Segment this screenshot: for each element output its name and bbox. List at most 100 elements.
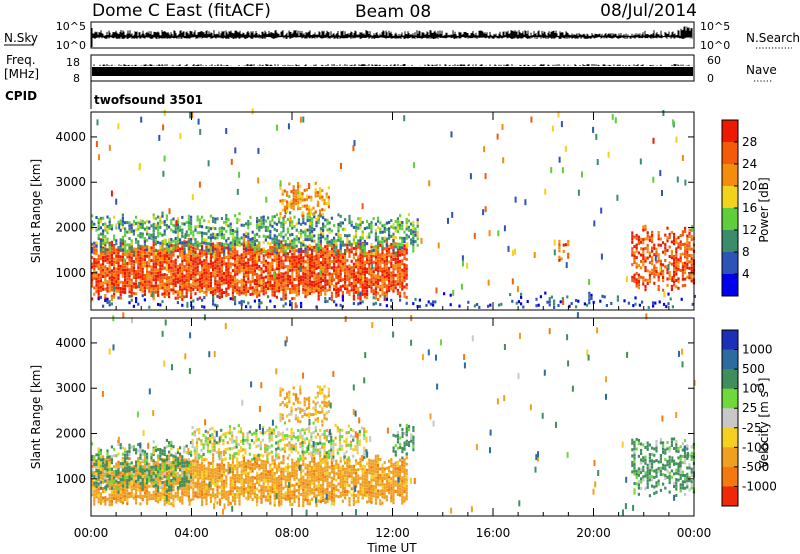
heatmap-cell [205, 473, 208, 477]
heatmap-cell [218, 280, 221, 284]
heatmap-cell [165, 217, 168, 221]
heatmap-cell [165, 280, 168, 284]
heatmap-cell [672, 119, 675, 126]
heatmap-cell [227, 465, 230, 469]
heatmap-cell [238, 258, 241, 261]
heatmap-cell [132, 263, 135, 267]
heatmap-cell [187, 214, 190, 218]
heatmap-cell [273, 462, 276, 466]
heatmap-cell [385, 221, 388, 225]
heatmap-cell [258, 222, 261, 226]
heatmap-cell [176, 223, 179, 227]
heatmap-cell [461, 255, 464, 262]
heatmap-cell [653, 246, 656, 250]
heatmap-cell [128, 227, 131, 231]
heatmap-cell [132, 276, 135, 279]
heatmap-cell [271, 261, 274, 265]
heatmap-cell [269, 230, 272, 233]
heatmap-cell [225, 294, 228, 297]
heatmap-cell [295, 463, 298, 467]
heatmap-cell [359, 266, 362, 269]
heatmap-cell [401, 268, 404, 272]
heatmap-cell [390, 255, 393, 259]
heatmap-cell [352, 235, 355, 239]
heatmap-cell [293, 487, 296, 491]
heatmap-cell [163, 292, 166, 295]
heatmap-cell [314, 194, 317, 198]
heatmap-cell [130, 298, 133, 302]
heatmap-cell [311, 274, 314, 278]
heatmap-cell [176, 242, 179, 246]
heatmap-cell [388, 227, 391, 231]
heatmap-cell [251, 279, 254, 283]
heatmap-cell [596, 159, 599, 165]
heatmap-cell [388, 273, 391, 277]
heatmap-cell [97, 254, 100, 258]
heatmap-cell [205, 467, 208, 471]
heatmap-cell [344, 277, 347, 281]
heatmap-cell [291, 255, 294, 259]
heatmap-cell [301, 195, 304, 199]
heatmap-cell [651, 268, 654, 272]
heatmap-cell [297, 289, 300, 293]
heatmap-cell [209, 477, 212, 481]
heatmap-cell [348, 214, 351, 218]
heatmap-cell [304, 463, 307, 467]
heatmap-cell [201, 254, 204, 258]
heatmap-cell [209, 468, 212, 472]
heatmap-cell [240, 262, 243, 266]
heatmap-cell [207, 490, 210, 494]
heatmap-cell [148, 484, 151, 488]
heatmap-cell [104, 259, 107, 263]
heatmap-cell [264, 479, 267, 483]
heatmap-cell [352, 265, 355, 269]
heatmap-cell [179, 486, 182, 490]
heatmap-cell [399, 279, 402, 282]
heatmap-cell [214, 291, 217, 295]
heatmap-cell [302, 265, 305, 269]
heatmap-cell [117, 495, 120, 499]
heatmap-cell [311, 252, 314, 256]
heatmap-cell [377, 244, 380, 247]
heatmap-cell [284, 280, 287, 284]
heatmap-cell [119, 219, 122, 223]
heatmap-cell [108, 144, 111, 151]
heatmap-cell [236, 266, 239, 270]
heatmap-cell [631, 240, 634, 244]
heatmap-cell [108, 249, 111, 253]
heatmap-cell [205, 476, 208, 480]
heatmap-cell [209, 487, 212, 491]
heatmap-cell [242, 244, 245, 247]
heatmap-cell [170, 263, 173, 266]
heatmap-cell [97, 267, 100, 271]
heatmap-cell [256, 254, 258, 261]
heatmap-cell [292, 204, 295, 208]
heatmap-cell [146, 501, 149, 505]
heatmap-cell [315, 257, 318, 261]
heatmap-cell [655, 266, 658, 270]
heatmap-cell [179, 499, 182, 503]
heatmap-cell [282, 250, 285, 254]
heatmap-cell [99, 285, 102, 289]
heatmap-cell [372, 248, 375, 252]
heatmap-cell [280, 221, 283, 225]
heatmap-cell [170, 278, 173, 282]
heatmap-cell [306, 498, 309, 502]
heatmap-cell [539, 295, 542, 299]
heatmap-cell [214, 471, 217, 475]
heatmap-cell [273, 481, 276, 485]
heatmap-cell [405, 248, 408, 252]
heatmap-cell [664, 265, 667, 269]
heatmap-cell [212, 248, 215, 252]
heatmap-cell [203, 489, 206, 493]
heatmap-cell [690, 279, 693, 283]
heatmap-cell [264, 265, 267, 269]
heatmap-cell [312, 213, 315, 216]
heatmap-cell [614, 117, 617, 124]
heatmap-cell [183, 248, 186, 251]
heatmap-cell [497, 230, 500, 237]
heatmap-cell [399, 285, 402, 289]
heatmap-cell [399, 223, 402, 227]
heatmap-cell [249, 460, 252, 464]
heatmap-cell [401, 249, 404, 253]
